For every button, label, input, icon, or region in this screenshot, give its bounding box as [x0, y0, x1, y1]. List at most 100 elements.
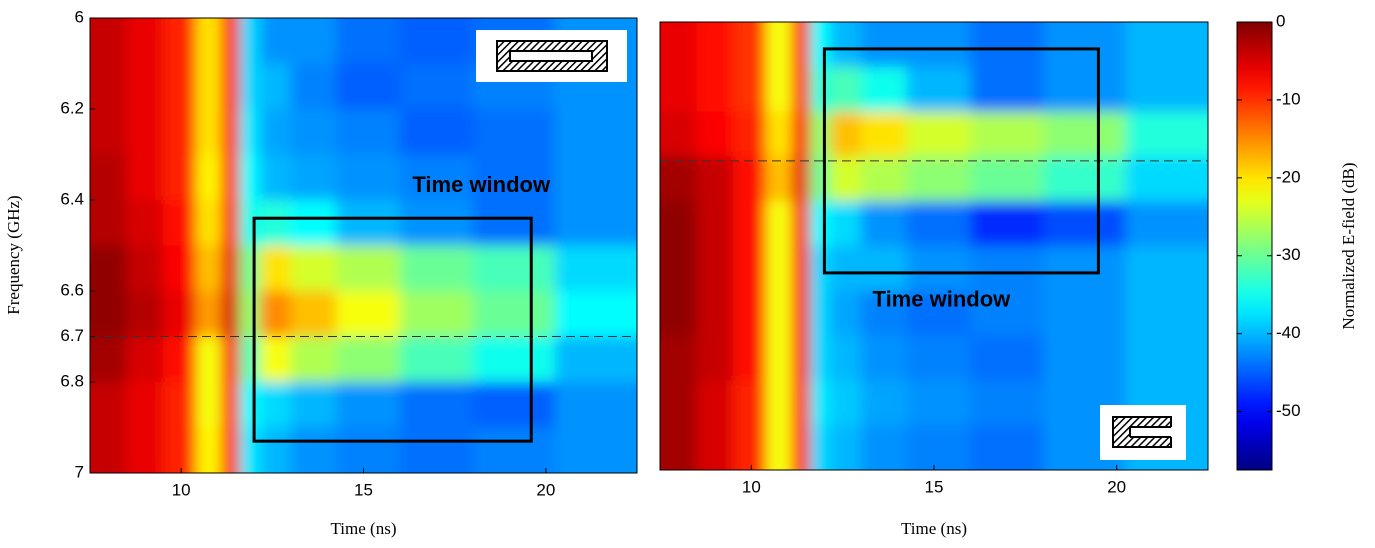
heat-cell [733, 201, 767, 247]
heat-cell [765, 290, 793, 337]
heat-cell [195, 18, 222, 64]
heat-cell [1043, 156, 1127, 202]
heat-cell [162, 63, 197, 110]
heat-cell [829, 425, 862, 470]
heat-cell [554, 382, 637, 428]
heat-cell [765, 111, 793, 157]
heat-cell [221, 18, 241, 64]
heat-cell [696, 246, 734, 292]
inset-icon-slot [1130, 427, 1173, 437]
heat-cell [239, 18, 261, 64]
heat-cell [472, 382, 556, 428]
heat-cell [860, 290, 908, 337]
heat-cell [906, 246, 972, 292]
heat-cell [290, 291, 337, 337]
heat-cell [829, 246, 862, 292]
heat-cell [660, 111, 698, 157]
heat-cell [195, 427, 222, 473]
heat-cell [162, 291, 197, 337]
heat-cell [1125, 156, 1208, 202]
heat-cell [259, 154, 292, 201]
colorbar-tick-label: -40 [1276, 323, 1301, 342]
heat-cell [860, 335, 908, 381]
heat-cell [791, 335, 811, 381]
heat-cell [970, 201, 1045, 247]
heat-cell [765, 380, 793, 426]
heat-cell [733, 290, 767, 337]
heat-cell [860, 201, 908, 247]
x-axis-label: Time (ns) [331, 519, 397, 538]
heat-cell [1125, 335, 1208, 381]
heat-cell [860, 111, 908, 157]
heat-cell [733, 66, 767, 113]
heat-cell [765, 22, 793, 68]
y-tick-label: 6.6 [60, 280, 84, 299]
heat-cell [696, 380, 734, 426]
heat-cell [126, 18, 164, 64]
heat-cell [829, 22, 862, 68]
heat-cell [554, 109, 637, 155]
heat-cell [126, 109, 164, 155]
heat-cell [1043, 246, 1127, 292]
heat-cell [221, 427, 241, 473]
heat-cell [221, 200, 241, 246]
heat-cell [290, 336, 337, 383]
heat-cell [336, 63, 401, 110]
heat-cell [90, 63, 127, 110]
heat-cell [765, 66, 793, 113]
heat-cell [1125, 246, 1208, 292]
heat-cell [660, 22, 698, 68]
heat-cell [1043, 66, 1127, 113]
heat-cell [126, 63, 164, 110]
heat-cell [259, 18, 292, 64]
heat-cell [554, 154, 637, 201]
heat-cell [126, 245, 164, 292]
heatmap [660, 22, 1208, 470]
heat-cell [970, 380, 1045, 426]
heat-cell [239, 200, 261, 246]
heat-cell [399, 18, 474, 64]
colorbar-tick-label: -50 [1276, 401, 1301, 420]
inset-icon-slot [509, 50, 593, 62]
heat-cell [472, 427, 556, 473]
heat-cell [554, 336, 637, 383]
heat-cell [399, 382, 474, 428]
heat-cell [239, 382, 261, 428]
heat-cell [90, 245, 127, 292]
y-tick-label: 6.2 [60, 98, 84, 117]
x-tick-label: 10 [742, 477, 761, 496]
heat-cell [290, 382, 337, 428]
heat-cell [791, 111, 811, 157]
heat-cell [906, 290, 972, 337]
heatmap-cells [660, 22, 1208, 470]
heat-cell [809, 425, 831, 470]
heat-cell [791, 66, 811, 113]
heat-cell [259, 200, 292, 246]
heat-cell [791, 201, 811, 247]
heat-cell [90, 200, 127, 246]
heat-cell [829, 290, 862, 337]
heat-cell [809, 380, 831, 426]
heat-cell [126, 200, 164, 246]
heat-cell [791, 290, 811, 337]
heat-cell [126, 154, 164, 201]
heat-cell [399, 245, 474, 292]
time-window [822, 47, 1100, 275]
heat-cell [195, 63, 222, 110]
heat-cell [809, 22, 831, 68]
heat-cell [860, 246, 908, 292]
heat-cell [906, 425, 972, 470]
heat-cell [126, 382, 164, 428]
heat-cell [906, 201, 972, 247]
heat-cell [696, 111, 734, 157]
heat-cell [809, 111, 831, 157]
heat-cell [970, 66, 1045, 113]
heat-cell [239, 154, 261, 201]
heat-cell [472, 245, 556, 292]
heat-cell [195, 245, 222, 292]
heat-cell [765, 335, 793, 381]
heat-cell [195, 291, 222, 337]
heat-cell [906, 66, 972, 113]
heat-cell [660, 66, 698, 113]
